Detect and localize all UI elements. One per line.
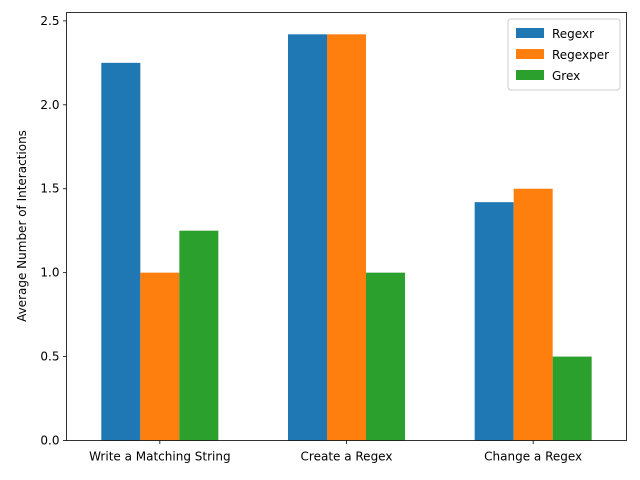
legend-swatch-regexr	[516, 28, 544, 38]
bars-group	[101, 34, 592, 441]
bar-grex-2	[366, 272, 405, 441]
y-axis: 0.0 0.5 1.0 1.5 2.0 2.5	[40, 14, 67, 448]
legend-swatch-regexper	[516, 49, 544, 59]
bar-regexper-1	[140, 272, 180, 441]
bar-regexper-2	[327, 34, 366, 441]
y-tick-label: 2.0	[40, 98, 59, 112]
x-tick-label: Create a Regex	[301, 450, 393, 464]
bar-grex-1	[179, 230, 219, 441]
y-tick-label: 0.0	[40, 434, 59, 448]
x-axis: Write a Matching String Create a Regex Cha…	[89, 440, 582, 464]
legend: Regexr Regexper Grex	[507, 18, 621, 91]
bar-regexr-2	[288, 34, 327, 441]
legend-swatch-grex	[516, 70, 544, 80]
x-tick-label: Change a Regex	[484, 450, 582, 464]
x-tick-label: Write a Matching String	[89, 450, 230, 464]
legend-label-regexper: Regexper	[552, 48, 609, 62]
y-tick-label: 0.5	[40, 350, 59, 364]
bar-grex-3	[552, 356, 592, 441]
bar-regexper-3	[513, 188, 553, 441]
y-tick-label: 2.5	[40, 14, 59, 28]
y-axis-title: Average Number of Interactions	[15, 130, 29, 322]
legend-label-regexr: Regexr	[552, 27, 594, 41]
bar-regexr-1	[101, 62, 141, 441]
y-tick-label: 1.0	[40, 266, 59, 280]
bar-regexr-3	[474, 202, 514, 441]
y-tick-label: 1.5	[40, 182, 59, 196]
legend-label-grex: Grex	[552, 69, 580, 83]
